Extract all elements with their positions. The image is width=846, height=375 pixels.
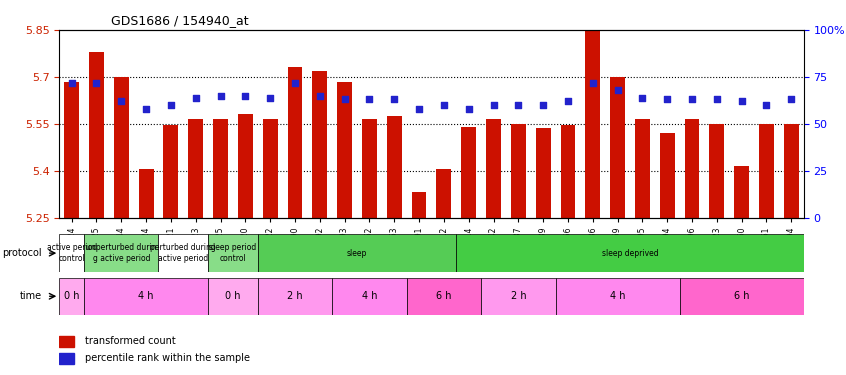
Point xyxy=(611,87,624,93)
Text: 0 h: 0 h xyxy=(64,291,80,301)
Text: perturbed during
active period: perturbed during active period xyxy=(151,243,217,263)
Bar xyxy=(89,52,104,217)
Text: sleep period
control: sleep period control xyxy=(209,243,256,263)
Bar xyxy=(114,77,129,218)
Point xyxy=(635,94,649,100)
Text: time: time xyxy=(19,291,41,301)
Point xyxy=(140,106,153,112)
Point xyxy=(338,96,351,102)
FancyBboxPatch shape xyxy=(456,234,804,272)
FancyBboxPatch shape xyxy=(679,278,804,315)
Point xyxy=(486,102,500,108)
Point xyxy=(784,96,798,102)
FancyBboxPatch shape xyxy=(258,234,456,272)
Text: transformed count: transformed count xyxy=(85,336,176,346)
Point xyxy=(462,106,475,112)
Bar xyxy=(561,125,575,218)
Bar xyxy=(288,68,302,218)
Bar xyxy=(213,119,228,218)
Point xyxy=(164,102,178,108)
FancyBboxPatch shape xyxy=(407,278,481,315)
Point xyxy=(512,102,525,108)
Bar xyxy=(189,119,203,218)
Bar xyxy=(437,169,451,217)
Bar xyxy=(536,128,551,217)
Text: protocol: protocol xyxy=(3,248,41,258)
Point xyxy=(65,80,79,86)
Bar xyxy=(238,114,253,218)
Point xyxy=(363,96,376,102)
Bar xyxy=(511,124,525,218)
Point xyxy=(263,94,277,100)
Point xyxy=(313,93,327,99)
Bar xyxy=(263,119,277,218)
Text: GDS1686 / 154940_at: GDS1686 / 154940_at xyxy=(112,15,249,27)
Point xyxy=(685,96,699,102)
Bar xyxy=(139,169,153,217)
Text: 6 h: 6 h xyxy=(734,291,750,301)
FancyBboxPatch shape xyxy=(59,278,84,315)
Bar xyxy=(59,352,74,364)
Point xyxy=(114,98,128,104)
Text: active period
control: active period control xyxy=(47,243,96,263)
Bar xyxy=(412,192,426,217)
FancyBboxPatch shape xyxy=(158,234,208,272)
Point xyxy=(437,102,451,108)
Bar xyxy=(362,119,376,218)
Text: sleep deprived: sleep deprived xyxy=(602,249,658,258)
Bar xyxy=(64,82,79,218)
FancyBboxPatch shape xyxy=(556,278,679,315)
Bar xyxy=(163,125,179,218)
Text: sleep: sleep xyxy=(347,249,367,258)
Point xyxy=(760,102,773,108)
Point xyxy=(239,93,252,99)
Point xyxy=(214,93,228,99)
Bar xyxy=(660,133,674,218)
FancyBboxPatch shape xyxy=(59,234,84,272)
Point xyxy=(412,106,426,112)
FancyBboxPatch shape xyxy=(208,234,258,272)
Bar xyxy=(759,124,774,218)
Text: 4 h: 4 h xyxy=(362,291,377,301)
Point xyxy=(288,80,302,86)
Text: 2 h: 2 h xyxy=(287,291,303,301)
Bar xyxy=(59,336,74,347)
Text: unperturbed durin
g active period: unperturbed durin g active period xyxy=(86,243,157,263)
Text: 4 h: 4 h xyxy=(610,291,625,301)
Text: 0 h: 0 h xyxy=(225,291,240,301)
FancyBboxPatch shape xyxy=(84,234,158,272)
Point xyxy=(661,96,674,102)
Point xyxy=(387,96,401,102)
Point xyxy=(710,96,723,102)
Point xyxy=(189,94,202,100)
FancyBboxPatch shape xyxy=(208,278,258,315)
Point xyxy=(90,80,103,86)
Bar xyxy=(635,119,650,218)
Bar xyxy=(338,82,352,218)
Point xyxy=(536,102,550,108)
Bar xyxy=(684,119,700,218)
Bar xyxy=(312,70,327,217)
FancyBboxPatch shape xyxy=(84,278,208,315)
Bar xyxy=(585,30,600,217)
Bar xyxy=(610,77,625,218)
Point xyxy=(735,98,749,104)
Bar xyxy=(710,124,724,218)
FancyBboxPatch shape xyxy=(258,278,332,315)
Text: 2 h: 2 h xyxy=(510,291,526,301)
Text: percentile rank within the sample: percentile rank within the sample xyxy=(85,353,250,363)
Point xyxy=(586,80,600,86)
Bar xyxy=(784,124,799,218)
Bar xyxy=(387,116,402,218)
Text: 4 h: 4 h xyxy=(139,291,154,301)
FancyBboxPatch shape xyxy=(481,278,556,315)
Point xyxy=(561,98,574,104)
Text: 6 h: 6 h xyxy=(437,291,452,301)
Bar xyxy=(734,166,749,218)
Bar xyxy=(461,127,476,218)
FancyBboxPatch shape xyxy=(332,278,407,315)
Bar xyxy=(486,119,501,218)
